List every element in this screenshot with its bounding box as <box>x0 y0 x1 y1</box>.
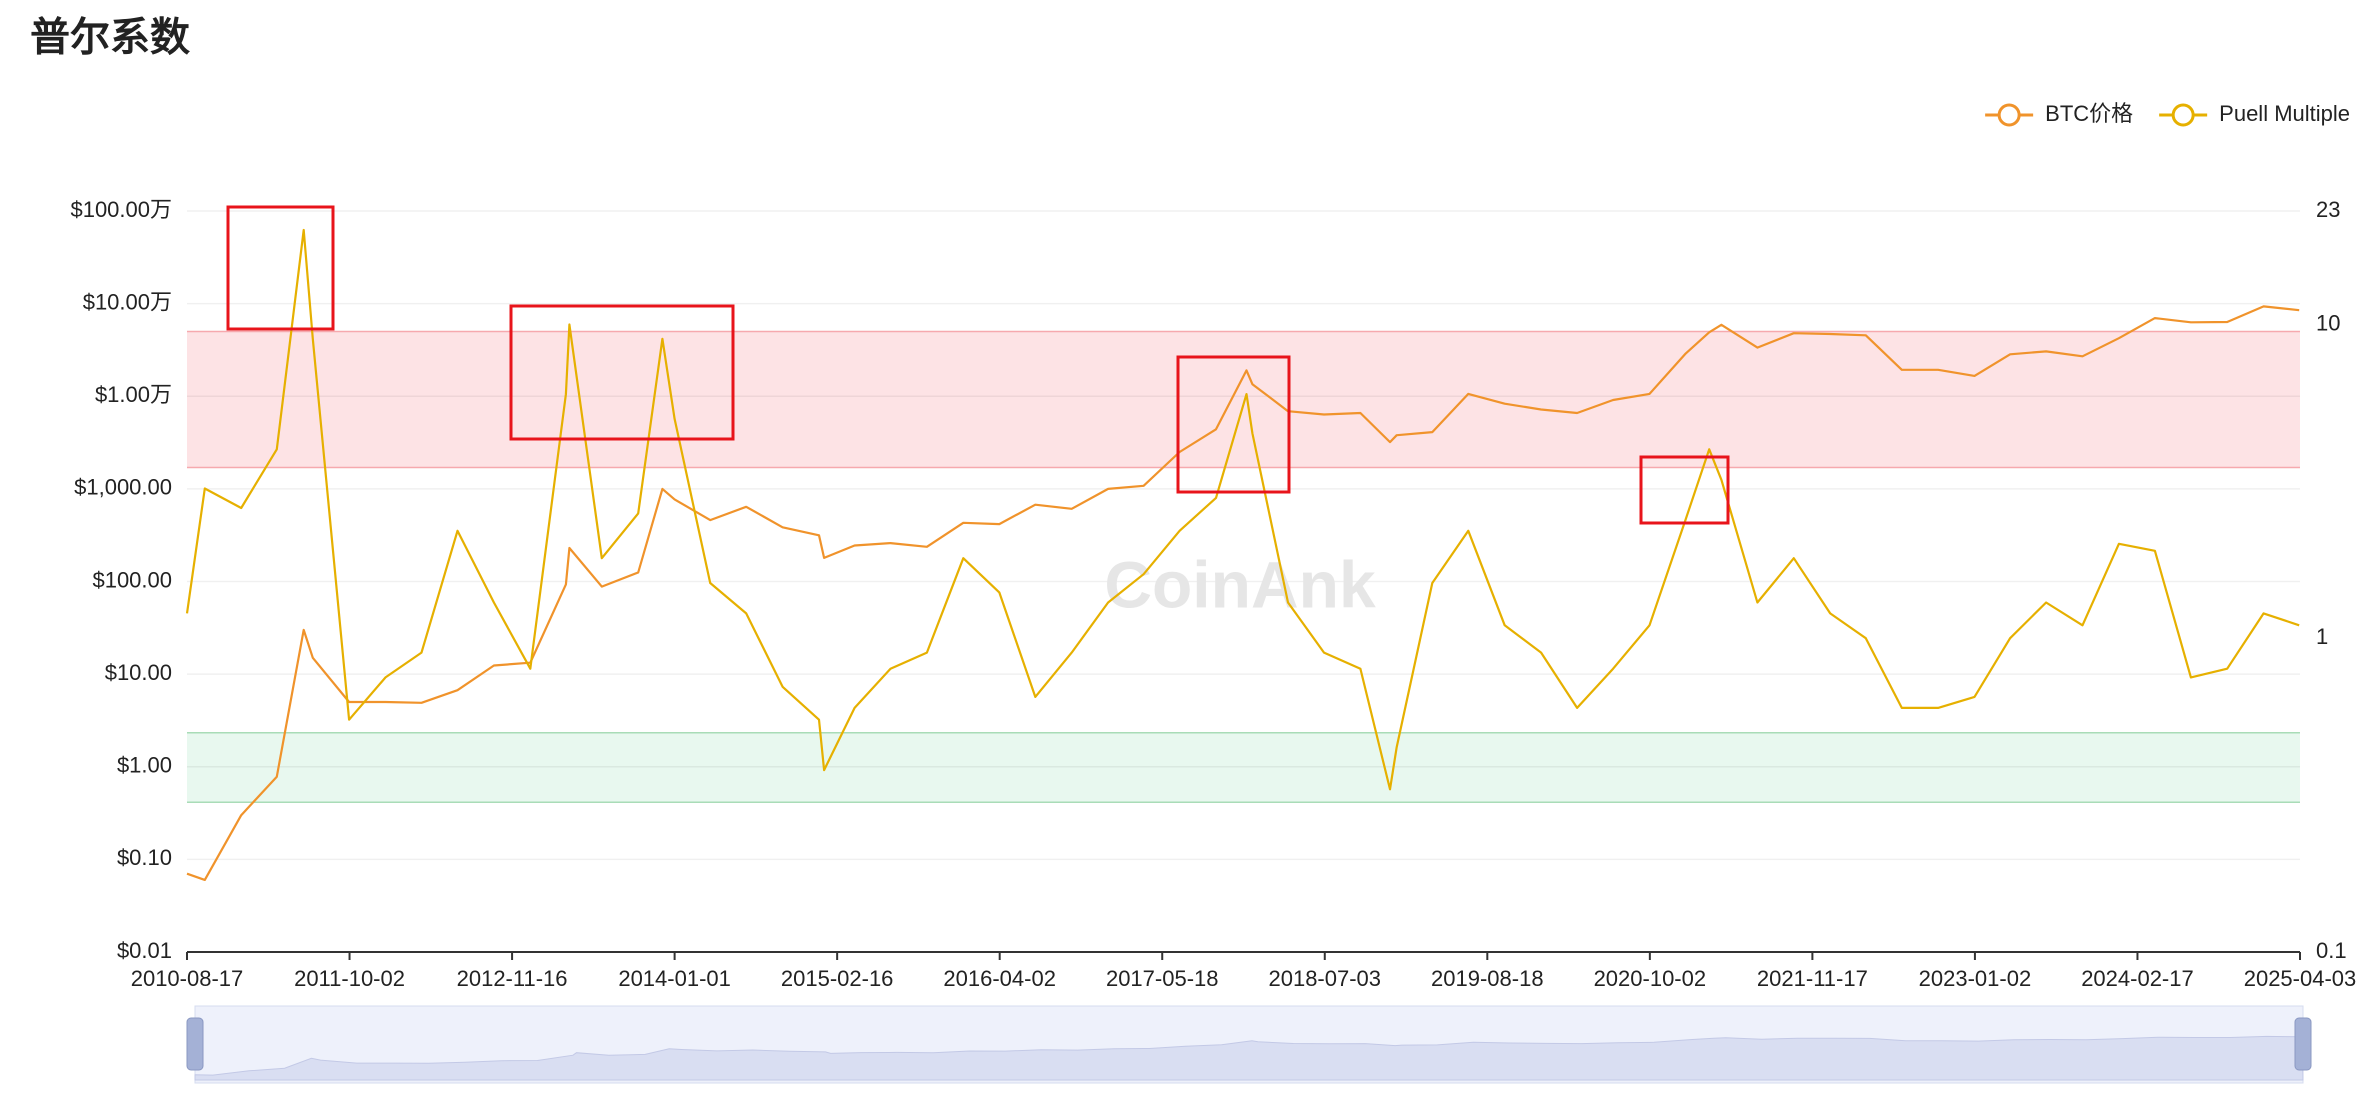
y-tick-label: $1,000.00 <box>74 475 172 500</box>
y-tick-label: $0.10 <box>117 845 172 870</box>
x-tick-label: 2012-11-16 <box>457 966 568 991</box>
legend-label[interactable]: Puell Multiple <box>2219 101 2350 126</box>
highlight-box <box>1639 455 1730 525</box>
x-tick-label: 2018-07-03 <box>1268 966 1381 991</box>
highlight-boxes <box>226 205 1730 525</box>
x-tick-label: 2015-02-16 <box>781 966 894 991</box>
highlight-box <box>509 304 735 441</box>
y-tick-label: $1.00万 <box>95 382 172 407</box>
x-tick-label: 2024-02-17 <box>2081 966 2194 991</box>
y2-tick-label: 0.1 <box>2316 938 2347 963</box>
band <box>187 732 2300 803</box>
grid <box>187 210 2300 861</box>
bands <box>187 330 2300 804</box>
x-tick-label: 2016-04-02 <box>943 966 1056 991</box>
data-zoom-slider[interactable] <box>186 1005 2312 1084</box>
x-tick-label: 2011-10-02 <box>294 966 405 991</box>
y-tick-label: $0.01 <box>117 938 172 963</box>
series-lines <box>185 228 2300 881</box>
y-tick-label: $100.00万 <box>70 197 172 222</box>
axes: $0.01 $0.10 $1.00 $10.00 $100.00 $1,000.00 $1.… <box>70 197 2356 991</box>
x-tick-label: 2021-11-17 <box>1757 966 1868 991</box>
y-tick-label: $100.00 <box>92 567 172 592</box>
band <box>187 331 2300 468</box>
x-tick-label: 2017-05-18 <box>1106 966 1219 991</box>
highlight-box <box>1176 355 1291 494</box>
highlight-box <box>226 205 335 331</box>
slider-handle[interactable] <box>2294 1017 2312 1071</box>
slider-preview <box>194 1035 2304 1081</box>
legend-marker[interactable] <box>2171 103 2195 127</box>
watermark: CoinAnk <box>1104 547 1376 621</box>
x-tick-label: 2025-04-03 <box>2244 966 2357 991</box>
series-line <box>185 228 2300 791</box>
legend-marker[interactable] <box>1997 103 2021 127</box>
y-tick-label: $10.00万 <box>83 289 172 314</box>
x-tick-label: 2020-10-02 <box>1594 966 1707 991</box>
x-tick-label: 2014-01-01 <box>618 966 731 991</box>
y2-tick-label: 1 <box>2316 624 2328 649</box>
y2-tick-label: 10 <box>2316 310 2340 335</box>
x-tick-label: 2010-08-17 <box>131 966 244 991</box>
chart-title: 普尔系数 <box>30 16 190 60</box>
y2-tick-label: 23 <box>2316 197 2340 222</box>
y-tick-label: $10.00 <box>105 660 172 685</box>
x-tick-label: 2023-01-02 <box>1919 966 2032 991</box>
legend-label[interactable]: BTC价格 <box>2045 101 2133 126</box>
slider-handle[interactable] <box>186 1017 204 1071</box>
y-tick-label: $1.00 <box>117 753 172 778</box>
legend[interactable]: Puell Multiple BTC价格 <box>1985 101 2350 127</box>
x-tick-label: 2019-08-18 <box>1431 966 1544 991</box>
